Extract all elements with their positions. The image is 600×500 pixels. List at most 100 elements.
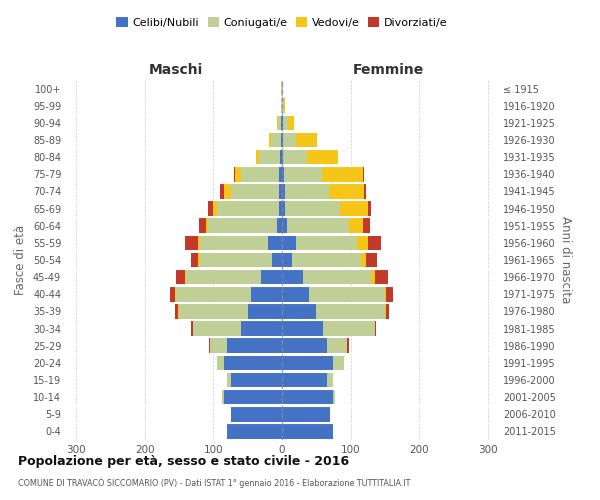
Bar: [176, 270, 185, 284]
Bar: [282, 390, 334, 404]
Bar: [282, 424, 334, 438]
Bar: [358, 236, 368, 250]
Bar: [277, 116, 278, 130]
Bar: [186, 270, 262, 284]
Bar: [200, 252, 272, 268]
Bar: [281, 132, 282, 148]
Bar: [191, 322, 193, 336]
Bar: [282, 407, 330, 422]
Bar: [191, 252, 199, 268]
Bar: [217, 356, 224, 370]
Bar: [296, 132, 317, 148]
Text: COMUNE DI TRAVACÒ SICCOMARIO (PV) - Dati ISTAT 1° gennaio 2016 - Elaborazione TU: COMUNE DI TRAVACÒ SICCOMARIO (PV) - Dati…: [18, 478, 410, 488]
Bar: [281, 116, 282, 130]
Bar: [283, 150, 307, 164]
Bar: [282, 236, 296, 250]
Bar: [185, 270, 186, 284]
Bar: [367, 252, 377, 268]
Bar: [282, 184, 285, 198]
Bar: [282, 252, 292, 268]
Bar: [217, 202, 278, 216]
Bar: [385, 287, 386, 302]
Bar: [322, 167, 363, 182]
Bar: [374, 270, 388, 284]
Bar: [230, 372, 282, 388]
Bar: [368, 236, 382, 250]
Bar: [282, 304, 316, 318]
Bar: [210, 338, 227, 353]
Bar: [259, 150, 280, 164]
Bar: [282, 270, 302, 284]
Bar: [285, 184, 329, 198]
Bar: [224, 356, 282, 370]
Bar: [282, 98, 284, 113]
Bar: [385, 304, 386, 318]
Text: Maschi: Maschi: [149, 62, 203, 76]
Bar: [340, 202, 368, 216]
Bar: [349, 218, 363, 233]
Bar: [296, 236, 358, 250]
Bar: [278, 167, 282, 182]
Bar: [282, 372, 326, 388]
Bar: [227, 338, 282, 353]
Bar: [206, 218, 208, 233]
Bar: [283, 116, 288, 130]
Bar: [326, 372, 334, 388]
Bar: [214, 202, 217, 216]
Bar: [248, 304, 282, 318]
Bar: [282, 322, 323, 336]
Bar: [281, 98, 282, 113]
Bar: [334, 390, 335, 404]
Bar: [220, 184, 224, 198]
Bar: [209, 338, 210, 353]
Bar: [316, 304, 385, 318]
Bar: [282, 356, 334, 370]
Bar: [282, 116, 283, 130]
Bar: [200, 236, 268, 250]
Bar: [241, 167, 278, 182]
Bar: [334, 356, 344, 370]
Y-axis label: Fasce di età: Fasce di età: [14, 225, 27, 295]
Bar: [193, 322, 241, 336]
Text: Popolazione per età, sesso e stato civile - 2016: Popolazione per età, sesso e stato civil…: [18, 455, 349, 468]
Bar: [374, 322, 376, 336]
Bar: [287, 218, 349, 233]
Bar: [364, 184, 365, 198]
Bar: [230, 184, 278, 198]
Bar: [282, 150, 283, 164]
Bar: [368, 202, 371, 216]
Bar: [271, 132, 281, 148]
Bar: [282, 218, 287, 233]
Bar: [227, 424, 282, 438]
Bar: [269, 132, 271, 148]
Bar: [235, 167, 241, 182]
Bar: [307, 150, 338, 164]
Bar: [347, 338, 349, 353]
Bar: [241, 322, 282, 336]
Bar: [262, 270, 282, 284]
Bar: [292, 252, 361, 268]
Bar: [278, 116, 281, 130]
Bar: [197, 236, 200, 250]
Bar: [281, 82, 282, 96]
Bar: [272, 252, 282, 268]
Y-axis label: Anni di nascita: Anni di nascita: [559, 216, 572, 304]
Bar: [176, 287, 251, 302]
Bar: [302, 270, 371, 284]
Bar: [268, 236, 282, 250]
Bar: [284, 167, 322, 182]
Bar: [363, 218, 370, 233]
Bar: [234, 167, 235, 182]
Bar: [361, 252, 367, 268]
Bar: [282, 167, 284, 182]
Bar: [286, 202, 340, 216]
Bar: [310, 287, 385, 302]
Text: Femmine: Femmine: [353, 62, 424, 76]
Bar: [223, 390, 224, 404]
Bar: [288, 116, 293, 130]
Bar: [199, 218, 206, 233]
Bar: [224, 390, 282, 404]
Bar: [199, 252, 200, 268]
Bar: [170, 287, 175, 302]
Bar: [283, 132, 296, 148]
